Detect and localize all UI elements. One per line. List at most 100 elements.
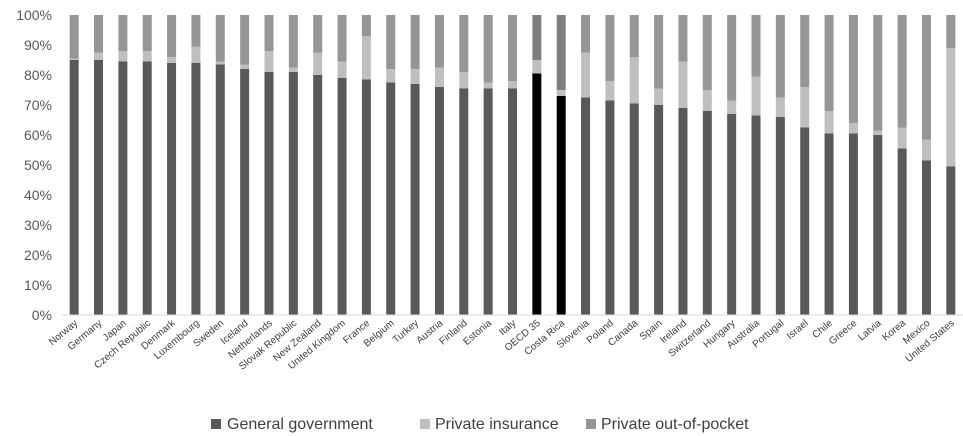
- bar-segment: [751, 115, 761, 315]
- bar-segment: [313, 75, 323, 315]
- bar-segment: [532, 73, 542, 315]
- bar-segment: [848, 133, 858, 315]
- bar-segment: [191, 15, 201, 47]
- bar-segment: [654, 105, 664, 315]
- bar-segment: [581, 52, 591, 98]
- bar-segment: [240, 69, 250, 315]
- bar-segment: [605, 15, 615, 81]
- bar-segment: [751, 76, 761, 116]
- bar-segment: [873, 135, 883, 315]
- y-axis: 0% 10% 20% 30% 40% 50% 60% 70% 80% 90% 100%: [16, 7, 52, 323]
- bar-segment: [264, 15, 274, 51]
- bar-segment: [459, 72, 469, 89]
- bar-segment: [215, 64, 225, 315]
- bar-segment: [824, 111, 834, 134]
- bar-segment: [727, 15, 737, 101]
- bar-segment: [897, 15, 907, 128]
- legend-swatch: [586, 419, 596, 429]
- bar-segment: [386, 69, 396, 83]
- bar-segment: [629, 57, 639, 104]
- bar-segment: [167, 63, 177, 315]
- bar-segment: [459, 15, 469, 72]
- bar-segment: [434, 87, 444, 315]
- bar-segment: [921, 139, 931, 161]
- x-category-label: Greece: [827, 318, 860, 348]
- y-tick-label: 0%: [32, 307, 52, 323]
- bar-segment: [142, 61, 152, 315]
- bar-segment: [824, 133, 834, 315]
- bar-segment: [508, 81, 517, 89]
- y-tick-label: 80%: [24, 67, 52, 83]
- bar-segment: [361, 15, 371, 36]
- bar-segment: [654, 88, 664, 105]
- bar-segment: [556, 15, 566, 90]
- y-tick-label: 30%: [24, 217, 52, 233]
- bar-segment: [288, 67, 298, 72]
- y-tick-label: 50%: [24, 157, 52, 173]
- bar-segment: [751, 15, 761, 77]
- bar-segment: [434, 67, 444, 87]
- bar-segment: [556, 96, 566, 315]
- bar-segment: [873, 130, 883, 135]
- bar-segment: [848, 15, 858, 123]
- bar-segment: [775, 97, 785, 117]
- bar-segment: [702, 15, 712, 90]
- y-tick-label: 60%: [24, 127, 52, 143]
- bar-segment: [873, 15, 883, 131]
- x-category-label: Latvia: [856, 318, 884, 344]
- bar-segment: [337, 78, 347, 315]
- bar-segment: [946, 48, 956, 167]
- bar-segment: [483, 15, 493, 83]
- bar-segment: [702, 90, 712, 111]
- bar-segment: [337, 61, 347, 78]
- bar-segment: [921, 160, 931, 315]
- bar-segment: [605, 81, 615, 101]
- bar-segment: [215, 61, 225, 65]
- legend-swatch: [420, 419, 430, 429]
- bar-segment: [459, 88, 469, 315]
- legend-label: General government: [227, 416, 373, 433]
- y-tick-label: 100%: [16, 7, 52, 23]
- bar-segment: [142, 15, 152, 51]
- y-tick-label: 20%: [24, 247, 52, 263]
- bar-segment: [410, 84, 420, 315]
- bar-segment: [167, 57, 177, 63]
- bar-segment: [800, 87, 810, 128]
- y-tick-label: 70%: [24, 97, 52, 113]
- bar-segment: [702, 111, 712, 315]
- bar-segment: [532, 15, 542, 60]
- bar-segment: [897, 148, 907, 315]
- bar-segment: [118, 51, 128, 62]
- x-category-label: Israel: [785, 318, 811, 342]
- y-tick-label: 10%: [24, 277, 52, 293]
- bar-segment: [508, 15, 517, 81]
- bar-segment: [800, 15, 810, 87]
- bar-segment: [313, 15, 323, 53]
- bar-segment: [240, 15, 250, 65]
- bar-segment: [678, 108, 688, 315]
- bar-segment: [386, 15, 396, 69]
- bar-segment: [191, 46, 201, 63]
- bar-segment: [483, 82, 493, 89]
- bar-segment: [215, 15, 225, 62]
- bar-segment: [337, 15, 347, 62]
- bar-segment: [921, 15, 931, 140]
- bar-segment: [678, 15, 688, 62]
- legend-swatch: [211, 419, 221, 429]
- bar-segment: [727, 114, 737, 315]
- bar-segment: [69, 60, 79, 315]
- bar-segment: [118, 15, 128, 51]
- bar-segment: [69, 58, 79, 60]
- bar-segment: [313, 52, 323, 75]
- bar-segment: [483, 88, 493, 315]
- bar-segment: [629, 15, 639, 57]
- bar-segment: [946, 15, 956, 48]
- legend-label: Private out-of-pocket: [601, 416, 749, 433]
- bar-segment: [775, 117, 785, 315]
- bar-segment: [775, 15, 785, 98]
- bar-segment: [581, 97, 591, 315]
- bar-segment: [605, 100, 615, 315]
- y-tick-label: 40%: [24, 187, 52, 203]
